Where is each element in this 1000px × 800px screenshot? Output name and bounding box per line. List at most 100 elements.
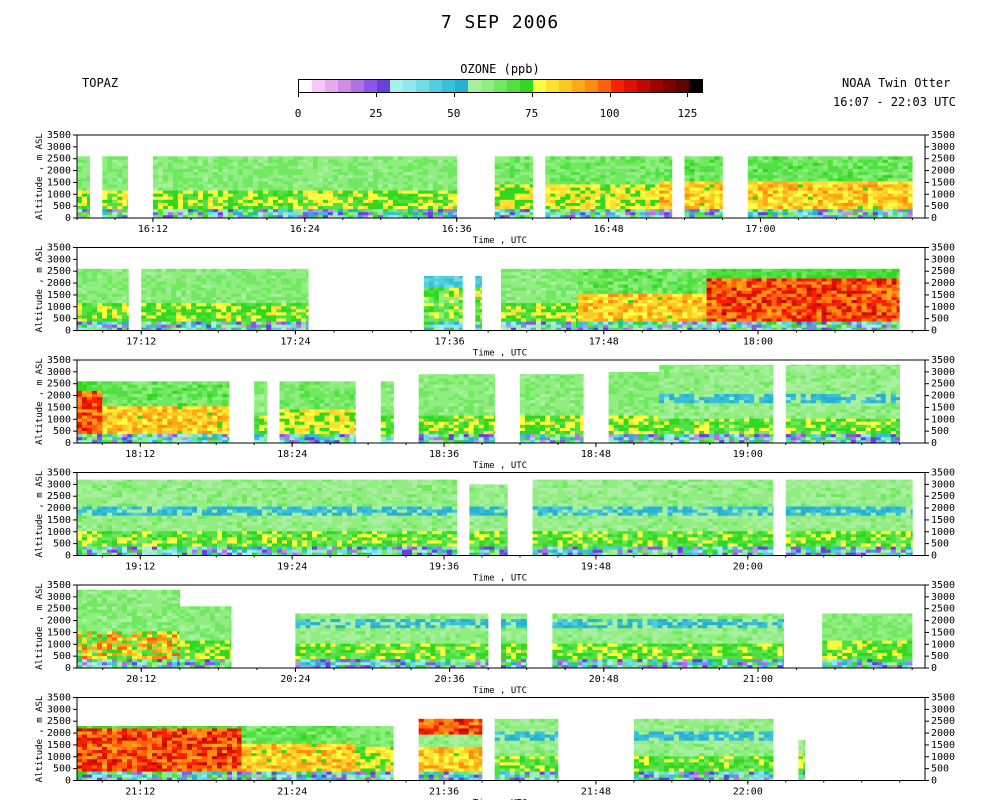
colorbar-swatch xyxy=(403,80,416,92)
y-tick-label: 0 xyxy=(65,438,71,449)
x-tick-label: 18:24 xyxy=(277,449,307,460)
y-tick-label: 500 xyxy=(53,201,71,212)
data-segment xyxy=(747,156,913,219)
colorbar-tick-label: 0 xyxy=(294,107,302,120)
y-tick-label: 1500 xyxy=(47,740,71,751)
data-segment xyxy=(532,479,774,556)
data-segment xyxy=(494,156,533,219)
y-tick-label: 1000 xyxy=(931,189,955,200)
y-axis-label: Altitude , m ASL xyxy=(35,583,45,670)
y-tick-label: 2000 xyxy=(47,728,71,739)
y-tick-label: 3000 xyxy=(47,367,71,378)
y-tick-label: 1000 xyxy=(931,414,955,425)
colorbar-tick-mark xyxy=(453,92,455,97)
data-segment xyxy=(785,479,913,556)
data-segment xyxy=(152,156,457,219)
site-label: TOPAZ xyxy=(82,76,119,90)
y-tick-label: 2000 xyxy=(47,391,71,402)
colorbar-swatch xyxy=(429,80,442,92)
colorbar-swatch xyxy=(533,80,546,92)
x-tick-label: 16:24 xyxy=(290,224,320,235)
data-segment xyxy=(798,740,805,781)
colorbar-tick-mark xyxy=(609,92,611,97)
data-segment xyxy=(77,726,242,781)
data-segment xyxy=(102,381,230,444)
data-segment xyxy=(241,726,356,781)
y-tick-label: 3500 xyxy=(47,693,71,704)
y-tick-label: 1000 xyxy=(931,752,955,763)
y-tick-label: 3500 xyxy=(931,355,955,366)
x-tick-label: 16:36 xyxy=(442,224,472,235)
x-tick-label: 18:12 xyxy=(125,449,155,460)
y-tick-label: 2500 xyxy=(931,716,955,727)
y-tick-label: 3000 xyxy=(47,254,71,265)
y-tick-label: 3500 xyxy=(931,243,955,254)
data-segment xyxy=(254,381,268,444)
data-segment xyxy=(822,613,913,669)
y-tick-label: 3500 xyxy=(47,468,71,479)
x-tick-label: 17:24 xyxy=(280,337,310,348)
y-tick-label: 1500 xyxy=(931,515,955,526)
y-tick-label: 2000 xyxy=(47,616,71,627)
y-tick-label: 0 xyxy=(931,326,937,337)
data-segment xyxy=(520,374,584,444)
data-segment xyxy=(77,381,103,444)
y-tick-label: 500 xyxy=(53,764,71,775)
y-tick-label: 0 xyxy=(65,776,71,787)
plot-frame xyxy=(76,472,926,556)
colorbar-tick-label: 25 xyxy=(369,107,383,120)
y-tick-label: 1500 xyxy=(47,177,71,188)
x-tick-label: 21:48 xyxy=(581,787,611,798)
y-tick-label: 3000 xyxy=(47,704,71,715)
y-tick-label: 3000 xyxy=(931,704,955,715)
data-segment xyxy=(102,156,128,219)
y-tick-label: 1000 xyxy=(931,302,955,313)
y-tick-label: 1000 xyxy=(47,189,71,200)
y-tick-label: 500 xyxy=(931,764,949,775)
x-tick-label: 18:36 xyxy=(429,449,459,460)
x-tick-label: 20:48 xyxy=(589,674,619,685)
y-tick-label: 3500 xyxy=(47,355,71,366)
x-axis-label: Time , UTC xyxy=(473,799,527,800)
colorbar-swatch xyxy=(507,80,520,92)
y-tick-label: 3000 xyxy=(47,592,71,603)
y-tick-label: 3000 xyxy=(931,479,955,490)
data-segment xyxy=(494,718,559,781)
plot-frame xyxy=(76,359,926,444)
y-tick-label: 3000 xyxy=(931,254,955,265)
y-tick-label: 0 xyxy=(931,551,937,562)
y-tick-label: 0 xyxy=(65,663,71,674)
y-tick-label: 3500 xyxy=(931,580,955,591)
data-segment xyxy=(418,718,483,781)
x-tick-label: 19:36 xyxy=(429,562,459,573)
page-title: 7 SEP 2006 xyxy=(440,12,560,33)
x-tick-label: 18:00 xyxy=(743,337,773,348)
colorbar-tick-mark xyxy=(298,92,299,97)
y-tick-label: 0 xyxy=(65,213,71,224)
y-tick-label: 2000 xyxy=(47,278,71,289)
y-tick-label: 2500 xyxy=(931,154,955,165)
data-segment xyxy=(380,381,394,444)
y-tick-label: 1000 xyxy=(47,527,71,538)
colorbar-label: OZONE (ppb) xyxy=(460,62,540,76)
data-segment xyxy=(475,276,482,331)
y-tick-label: 1500 xyxy=(47,515,71,526)
data-segment xyxy=(501,268,579,331)
y-tick-label: 0 xyxy=(931,663,937,674)
y-axis-label: Altitude , m ASL xyxy=(35,358,45,445)
colorbar-swatch xyxy=(585,80,598,92)
y-tick-label: 500 xyxy=(931,201,949,212)
data-segment xyxy=(659,156,673,219)
colorbar-swatch xyxy=(572,80,585,92)
y-tick-label: 0 xyxy=(65,326,71,337)
x-axis-label: Time , UTC xyxy=(473,574,527,584)
y-tick-label: 1000 xyxy=(931,639,955,650)
colorbar xyxy=(298,79,703,93)
y-tick-label: 2500 xyxy=(931,379,955,390)
plot-frame xyxy=(76,697,926,781)
data-segment xyxy=(684,156,723,219)
y-tick-label: 2000 xyxy=(931,503,955,514)
